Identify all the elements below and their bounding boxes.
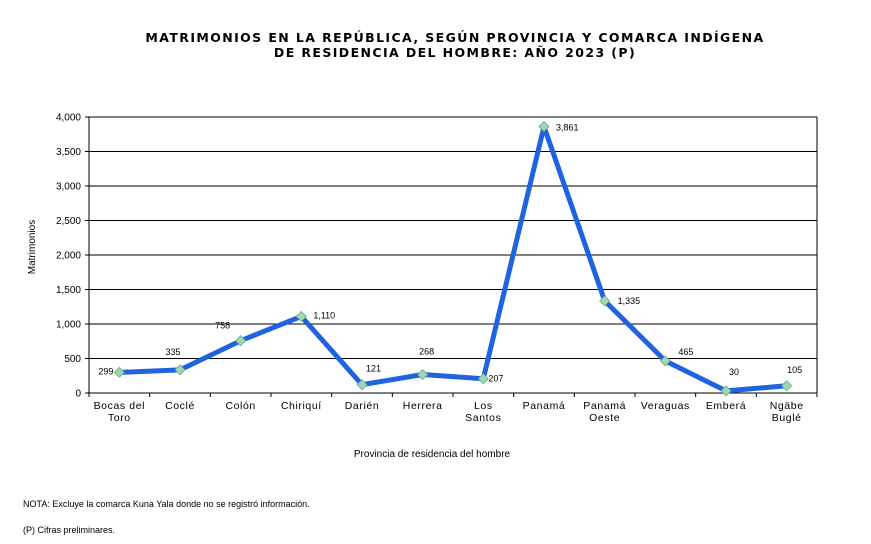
x-category-label: Emberá xyxy=(706,400,746,412)
data-markers xyxy=(113,121,793,397)
y-axis-ticks: 0 500 1,000 1,500 2,000 2,500 3,000 3,500 4,000 xyxy=(56,113,89,400)
data-point-marker xyxy=(720,385,732,397)
data-label: 1,335 xyxy=(618,296,641,306)
x-category-label: Darién xyxy=(345,400,380,412)
x-category-label: Santos xyxy=(465,412,501,424)
y-axis-label: Matrimonios xyxy=(27,220,38,274)
data-label: 30 xyxy=(729,367,739,377)
data-point-marker xyxy=(356,379,368,391)
data-point-marker xyxy=(174,364,186,376)
x-category-label: Ngäbe xyxy=(770,400,804,412)
data-point-marker xyxy=(113,366,125,378)
y-tick-label: 3,500 xyxy=(56,147,81,158)
y-tick-label: 2,500 xyxy=(56,216,81,227)
data-label: 121 xyxy=(366,364,381,374)
data-label: 465 xyxy=(678,347,693,357)
x-category-label: Herrera xyxy=(403,400,443,412)
data-label: 1,110 xyxy=(313,310,335,320)
x-category-label: Toro xyxy=(108,412,131,424)
data-point-marker xyxy=(235,335,247,347)
x-category-label: Panamá xyxy=(583,400,626,412)
y-tick-label: 2,000 xyxy=(56,251,81,262)
data-label: 207 xyxy=(488,374,503,384)
x-category-label: Colón xyxy=(225,400,255,412)
x-category-label: Oeste xyxy=(589,412,620,424)
data-labels: 299 335 758 1,110 121 268 207 3,861 1,335 465 30 10… xyxy=(98,123,802,384)
data-label: 3,861 xyxy=(556,123,579,133)
y-tick-label: 3,000 xyxy=(56,182,81,193)
data-label: 268 xyxy=(419,347,434,357)
data-point-marker xyxy=(781,380,793,392)
data-point-marker xyxy=(295,310,307,322)
data-point-marker xyxy=(417,368,429,381)
data-point-marker xyxy=(599,295,611,307)
y-tick-label: 0 xyxy=(75,389,81,400)
x-axis-label: Provincia de residencia del hombre xyxy=(354,449,511,460)
x-category-label: Los xyxy=(474,400,493,412)
chart-title-line-2: DE RESIDENCIA DEL HOMBRE: AÑO 2023 (P) xyxy=(273,45,637,60)
x-category-label: Panamá xyxy=(523,400,566,412)
y-tick-label: 1,500 xyxy=(56,285,81,296)
data-label: 335 xyxy=(165,347,180,357)
data-label: 105 xyxy=(787,365,802,375)
data-label: 299 xyxy=(98,366,113,376)
data-label: 758 xyxy=(215,321,230,331)
note-preliminary: (P) Cifras preliminares. xyxy=(23,525,116,535)
chart-title-line-1: MATRIMONIOS EN LA REPÚBLICA, SEGÚN PROVI… xyxy=(145,30,765,45)
y-tick-label: 500 xyxy=(64,354,81,365)
x-category-label: Chiriquí xyxy=(281,400,322,412)
y-tick-label: 4,000 xyxy=(56,113,81,124)
data-point-marker xyxy=(477,373,489,385)
x-category-label: Coclé xyxy=(165,400,195,412)
chart-title: MATRIMONIOS EN LA REPÚBLICA, SEGÚN PROVI… xyxy=(60,30,850,60)
grid-lines xyxy=(88,116,818,394)
series-line xyxy=(116,124,790,394)
data-point-marker xyxy=(659,355,671,367)
x-category-label: Buglé xyxy=(772,412,802,424)
x-category-label: Bocas del xyxy=(94,400,146,412)
data-point-marker xyxy=(538,121,550,133)
x-category-label: Veraguas xyxy=(641,400,690,412)
y-tick-label: 1,000 xyxy=(56,320,81,331)
note-kuna-yala: NOTA: Excluye la comarca Kuna Yala donde… xyxy=(23,499,310,509)
